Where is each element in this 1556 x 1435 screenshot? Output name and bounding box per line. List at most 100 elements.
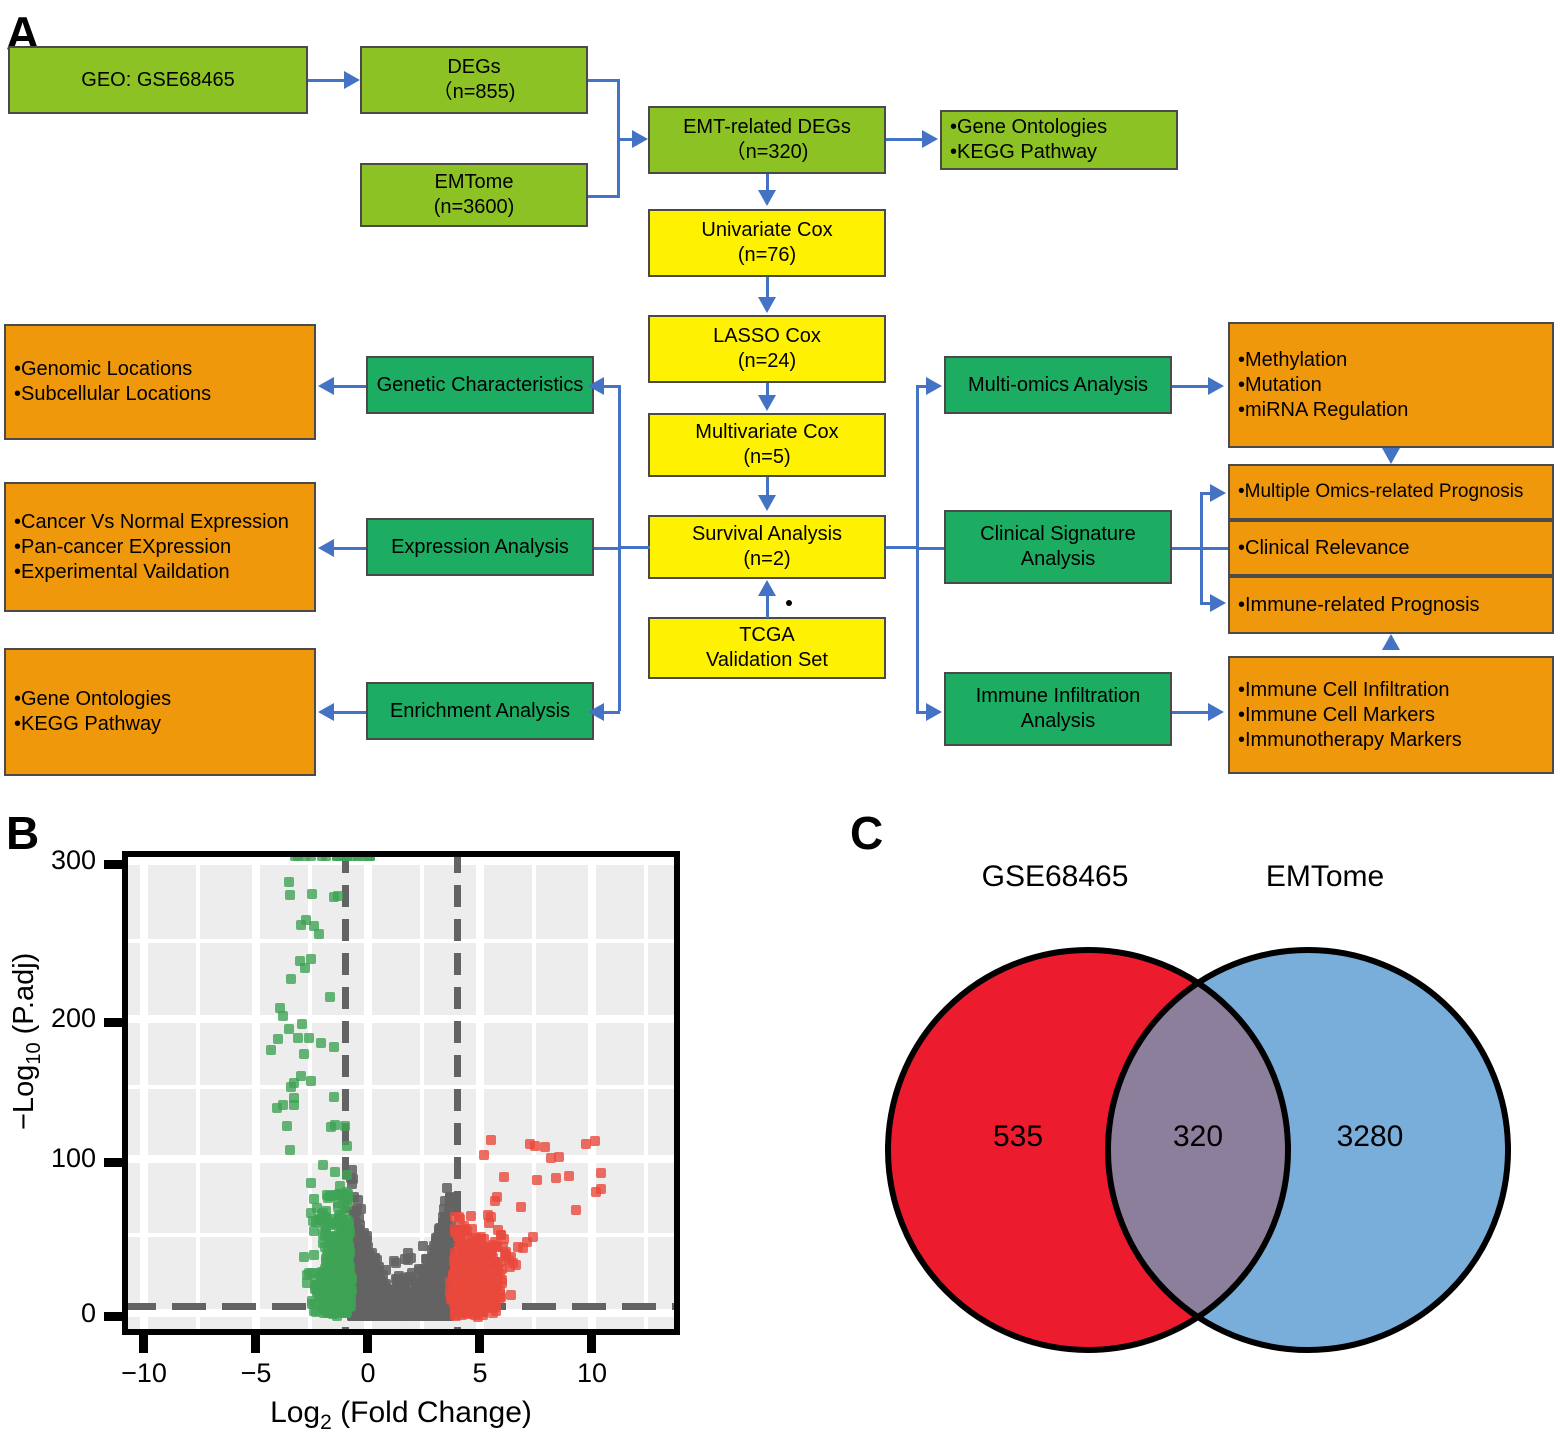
volcano-data-point: [444, 1204, 455, 1214]
connector-survival-right-stub: [886, 546, 918, 549]
flow-box-multiomics-analysis[interactable]: Multi-omics Analysis: [944, 356, 1172, 414]
volcano-data-point: [482, 1209, 493, 1220]
flow-box-enrichment-analysis-line1: Enrichment Analysis: [389, 699, 571, 722]
flow-box-survival-analysis[interactable]: Survival Analysis (n=2): [648, 515, 886, 579]
flow-box-locations-outputs[interactable]: •Genomic Locations •Subcellular Location…: [4, 324, 316, 440]
volcano-data-point: [381, 1278, 392, 1289]
volcano-data-point: [380, 1265, 391, 1276]
volcano-gridline-vm4: [532, 851, 536, 1335]
volcano-data-point: [340, 1120, 351, 1131]
connector-emtome-merge: [588, 195, 620, 198]
connector-spine-to-expression: [594, 547, 620, 550]
flow-box-immune-prognosis-line1: •Immune-related Prognosis: [1238, 593, 1480, 616]
flow-box-emt-degs[interactable]: EMT-related DEGs （n=320): [648, 106, 886, 174]
volcano-x-axis-label: Log2 (Fold Change): [122, 1396, 680, 1435]
flow-box-omics-outputs[interactable]: •Methylation •Mutation •miRNA Regulation: [1228, 322, 1554, 448]
volcano-data-point: [411, 1285, 422, 1296]
flow-box-expression-analysis[interactable]: Expression Analysis: [366, 518, 594, 576]
connector-expression-to-outputs: [334, 547, 366, 550]
volcano-data-point: [363, 1292, 374, 1303]
volcano-data-point: [278, 1010, 288, 1021]
volcano-data-point: [490, 1288, 501, 1299]
volcano-data-point: [391, 1290, 402, 1301]
volcano-data-point: [365, 851, 376, 861]
volcano-data-point: [503, 1254, 514, 1265]
volcano-data-point: [485, 1289, 496, 1300]
flow-box-multivariate-cox[interactable]: Multivariate Cox (n=5): [648, 413, 886, 477]
volcano-data-point: [301, 914, 312, 925]
volcano-data-point: [310, 1216, 321, 1227]
flow-box-geo[interactable]: GEO: GSE68465: [8, 46, 308, 114]
flow-box-immune-prognosis[interactable]: •Immune-related Prognosis: [1228, 576, 1554, 634]
volcano-data-point: [470, 1233, 481, 1243]
venn-shapes: [885, 947, 1511, 1353]
volcano-data-point: [296, 1018, 307, 1029]
flow-box-univariate-cox[interactable]: Univariate Cox (n=76): [648, 209, 886, 277]
flow-box-expression-outputs[interactable]: •Cancer Vs Normal Expression •Pan-cancer…: [4, 482, 316, 612]
volcano-data-point: [320, 1225, 331, 1235]
volcano-data-point: [467, 1286, 478, 1297]
flow-box-enrichment-analysis[interactable]: Enrichment Analysis: [366, 682, 594, 740]
connector-degs-merge: [588, 79, 620, 82]
flow-box-locations-outputs-line1: •Genomic Locations: [14, 358, 193, 380]
volcano-data-point: [462, 1231, 473, 1242]
volcano-data-point: [483, 1272, 494, 1283]
venn-count-right: 3280: [1336, 1120, 1404, 1153]
volcano-data-point: [483, 1295, 494, 1305]
panel-c-venn-diagram: C GSE68465 EMTome 535 320 3280: [840, 800, 1556, 1430]
volcano-data-point: [328, 1308, 339, 1319]
flow-box-emtome[interactable]: EMTome (n=3600): [360, 163, 588, 227]
volcano-data-point: [309, 1193, 320, 1204]
flow-box-go-kegg-top[interactable]: •Gene Ontologies •KEGG Pathway: [940, 110, 1178, 170]
flow-box-omics-outputs-line2: •Mutation: [1238, 373, 1322, 396]
volcano-data-point: [498, 1241, 509, 1252]
flow-box-degs[interactable]: DEGs （n=855): [360, 46, 588, 114]
volcano-ytickmark-0: [104, 1312, 122, 1321]
volcano-data-point: [392, 1284, 403, 1295]
flow-box-tcga-validation[interactable]: TCGA Validation Set: [648, 617, 886, 679]
volcano-data-point: [369, 1267, 380, 1278]
volcano-gridline-v4: [476, 851, 484, 1335]
volcano-data-point: [479, 1286, 490, 1297]
volcano-data-point: [465, 1210, 476, 1221]
flow-box-expression-outputs-line1: •Cancer Vs Normal Expression: [14, 510, 289, 533]
arrow-immune-outputs-to-prognosis: [1382, 634, 1400, 650]
volcano-data-point: [274, 1002, 285, 1013]
volcano-data-point: [461, 1291, 472, 1302]
volcano-data-point: [360, 1261, 371, 1272]
volcano-data-point: [364, 1311, 375, 1322]
volcano-data-point: [309, 1306, 319, 1317]
connector-right-spine-top: [916, 385, 928, 388]
flow-box-lasso-cox[interactable]: LASSO Cox (n=24): [648, 315, 886, 383]
flow-box-multiple-omics-prognosis[interactable]: •Multiple Omics-related Prognosis: [1228, 464, 1554, 520]
connector-right-spine-bottom: [916, 711, 928, 714]
volcano-data-point: [434, 1275, 445, 1286]
volcano-data-point: [333, 1288, 343, 1299]
volcano-xtick-10: 10: [576, 1358, 608, 1388]
volcano-data-point: [355, 1289, 366, 1300]
volcano-threshold-line-right: [454, 851, 461, 1335]
volcano-data-point: [409, 1275, 420, 1286]
volcano-data-point: [493, 1281, 504, 1292]
volcano-data-point: [272, 1034, 283, 1044]
volcano-data-point: [265, 1045, 276, 1056]
volcano-x-axis-label-post: (Fold Change): [340, 1396, 532, 1429]
volcano-data-point: [342, 1194, 353, 1205]
volcano-data-point: [357, 1278, 368, 1289]
volcano-data-point: [362, 1246, 373, 1257]
flow-box-expression-outputs-line2: •Pan-cancer EXpression: [14, 535, 232, 558]
flow-box-genetic-characteristics[interactable]: Genetic Characteristics: [366, 356, 594, 414]
flow-box-clinical-relevance[interactable]: •Clinical Relevance: [1228, 520, 1554, 576]
flow-box-go-kegg-outputs[interactable]: •Gene Ontologies •KEGG Pathway: [4, 648, 316, 776]
flow-box-immune-infiltration-analysis[interactable]: Immune Infiltration Analysis: [944, 672, 1172, 746]
flow-box-clinical-signature-analysis-line1: Clinical Signature: [980, 523, 1136, 545]
flow-box-clinical-signature-analysis[interactable]: Clinical Signature Analysis: [944, 510, 1172, 584]
flow-box-immune-outputs[interactable]: •Immune Cell Infiltration •Immune Cell M…: [1228, 656, 1554, 774]
volcano-data-point: [347, 1173, 358, 1184]
volcano-data-point: [431, 1244, 442, 1255]
panel-c-letter: C: [850, 807, 884, 859]
volcano-data-point: [400, 1273, 411, 1284]
volcano-data-point: [342, 1215, 353, 1225]
volcano-data-point: [277, 1100, 288, 1110]
volcano-data-point: [470, 1306, 481, 1317]
